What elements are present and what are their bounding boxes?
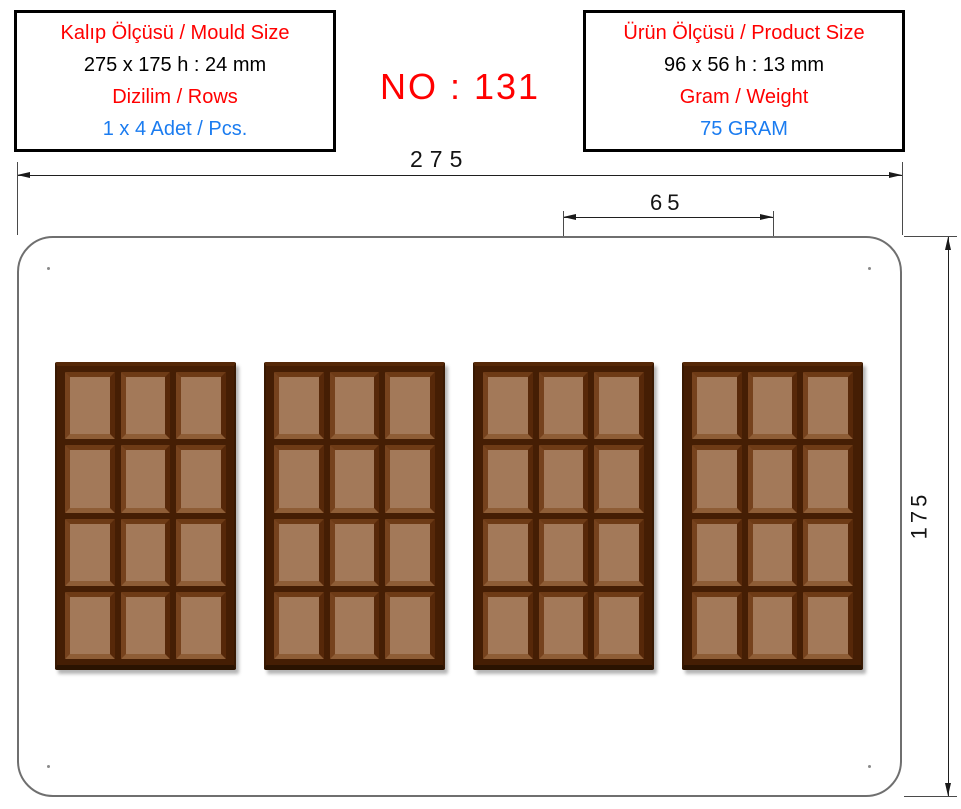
product-size-box: Ürün Ölçüsü / Product Size 96 x 56 h : 1… (583, 10, 905, 152)
chocolate-square (176, 591, 226, 659)
dim-label-bar-pitch: 65 (648, 190, 687, 216)
rows-value: 1 x 4 Adet / Pcs. (102, 118, 248, 140)
rows-label: Dizilim / Rows (112, 86, 238, 108)
chocolate-square (594, 518, 644, 586)
chocolate-square (594, 445, 644, 513)
mould-size-title: Kalıp Ölçüsü / Mould Size (60, 22, 290, 44)
drawing-number: NO : 131 (379, 66, 541, 107)
dim-label-mould-width: 275 (408, 146, 472, 173)
dim-line-mould-width (17, 175, 902, 176)
dim-label-mould-height: 175 (906, 490, 932, 540)
chocolate-square (329, 518, 380, 586)
chocolate-square (385, 372, 435, 440)
chocolate-square (65, 591, 115, 659)
chocolate-square (120, 372, 171, 440)
chocolate-square (803, 372, 853, 440)
chocolate-square (65, 372, 115, 440)
chocolate-square (747, 591, 798, 659)
chocolate-square (176, 445, 226, 513)
chocolate-square (65, 445, 115, 513)
chocolate-square (483, 591, 533, 659)
chocolate-square (120, 591, 171, 659)
chocolate-square (594, 591, 644, 659)
chocolate-square (274, 372, 324, 440)
dim-line-bar-pitch (563, 217, 773, 218)
chocolate-square (747, 445, 798, 513)
chocolate-square (483, 445, 533, 513)
chocolate-square (538, 372, 589, 440)
chocolate-square (538, 518, 589, 586)
chocolate-square (385, 518, 435, 586)
mould-size-value: 275 x 175 h : 24 mm (83, 54, 267, 76)
chocolate-square (803, 591, 853, 659)
chocolate-square (176, 518, 226, 586)
arrow-right-icon (760, 213, 773, 220)
chocolate-square (483, 518, 533, 586)
chocolate-square (274, 591, 324, 659)
product-size-value: 96 x 56 h : 13 mm (663, 54, 825, 76)
registration-dot (868, 267, 871, 270)
chocolate-square (120, 518, 171, 586)
registration-dot (47, 267, 50, 270)
chocolate-square (274, 518, 324, 586)
chocolate-square (692, 518, 742, 586)
chocolate-square (329, 372, 380, 440)
chocolate-square (385, 445, 435, 513)
chocolate-square (483, 372, 533, 440)
chocolate-square (803, 518, 853, 586)
chocolate-square (176, 372, 226, 440)
mould-size-box: Kalıp Ölçüsü / Mould Size 275 x 175 h : … (14, 10, 336, 152)
extension-line (904, 236, 957, 237)
chocolate-bar (473, 362, 654, 670)
chocolate-bar (682, 362, 863, 670)
chocolate-square (692, 372, 742, 440)
bars-container (55, 362, 863, 670)
chocolate-square (274, 445, 324, 513)
registration-dot (47, 765, 50, 768)
chocolate-square (120, 445, 171, 513)
extension-line (17, 162, 18, 235)
chocolate-square (385, 591, 435, 659)
extension-line (904, 796, 957, 797)
chocolate-square (329, 445, 380, 513)
extension-line (902, 162, 903, 235)
chocolate-square (538, 591, 589, 659)
chocolate-bar (55, 362, 236, 670)
chocolate-square (594, 372, 644, 440)
arrow-up-icon (944, 237, 951, 250)
weight-label: Gram / Weight (679, 86, 809, 108)
chocolate-square (329, 591, 380, 659)
chocolate-square (747, 372, 798, 440)
chocolate-square (692, 591, 742, 659)
chocolate-square (747, 518, 798, 586)
product-size-title: Ürün Ölçüsü / Product Size (623, 22, 865, 44)
registration-dot (868, 765, 871, 768)
arrow-left-icon (563, 213, 576, 220)
arrow-left-icon (17, 171, 30, 178)
arrow-down-icon (944, 783, 951, 796)
chocolate-square (692, 445, 742, 513)
weight-value: 75 GRAM (700, 118, 788, 140)
chocolate-square (803, 445, 853, 513)
chocolate-bar (264, 362, 445, 670)
arrow-right-icon (889, 171, 902, 178)
chocolate-square (65, 518, 115, 586)
chocolate-square (538, 445, 589, 513)
dim-line-mould-height (948, 237, 949, 796)
